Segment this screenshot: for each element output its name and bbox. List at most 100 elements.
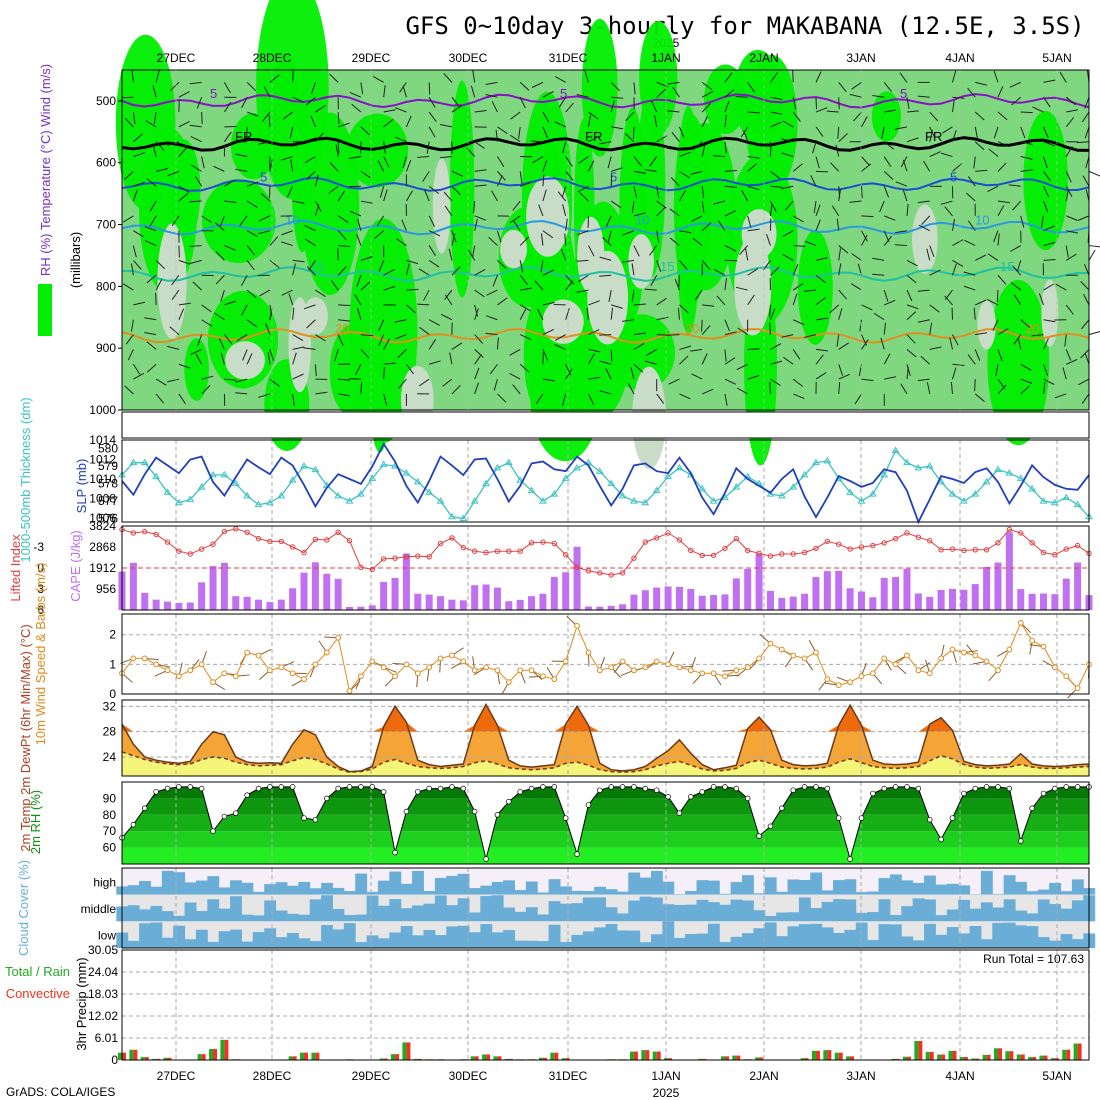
wind-barb <box>997 274 1007 285</box>
wind-barb <box>631 263 635 276</box>
wind-barb <box>815 372 827 380</box>
wind-barb <box>599 141 612 145</box>
rh2m-point <box>1006 785 1013 792</box>
wind10-point <box>778 646 785 653</box>
rh2m-point <box>506 798 512 805</box>
rh2m-band <box>122 786 1089 799</box>
rh2m-point <box>1052 785 1058 792</box>
wind-barb <box>133 181 145 187</box>
day-label-bottom: 29DEC <box>352 1069 391 1083</box>
wind-barb <box>1010 282 1022 291</box>
precip-conv-bar <box>156 1058 161 1060</box>
wind-barb <box>804 240 817 247</box>
wind-barb <box>815 348 828 352</box>
wind-barb <box>224 179 235 187</box>
wind-barb <box>287 186 294 198</box>
wind-barb <box>923 160 931 172</box>
cloud-cell <box>1037 889 1050 895</box>
cloud-cell <box>173 915 186 922</box>
lifted-index-point <box>927 538 933 544</box>
wind-barb <box>167 141 180 146</box>
wind-barb <box>439 156 452 159</box>
cape-bar <box>732 578 740 610</box>
rh2m-point <box>392 849 398 856</box>
rh2m-point <box>835 815 842 821</box>
wind-barb <box>121 96 134 99</box>
wind-barb <box>155 70 160 83</box>
wind-barb <box>792 264 799 276</box>
wind-barb <box>377 160 385 172</box>
cloud-cell <box>616 891 629 895</box>
cloud-cell <box>537 941 550 948</box>
day-label-top: 1JAN <box>651 51 680 65</box>
cloud-cell <box>878 899 891 922</box>
rh2m-point <box>881 785 887 792</box>
cloud-cell <box>127 940 140 948</box>
wind-barb <box>902 189 908 202</box>
cloud-cell <box>480 885 493 895</box>
wind-barb <box>561 186 567 198</box>
wind-barb <box>315 104 326 113</box>
cloud-cell <box>150 905 163 922</box>
wind-barb <box>474 382 479 395</box>
wind-barb <box>395 136 407 143</box>
wind-barb <box>125 334 134 345</box>
wind-barb <box>1043 378 1055 385</box>
wind-barb <box>360 349 370 359</box>
cloud-cell <box>400 926 413 948</box>
wind-barb <box>131 70 134 83</box>
wind-barb <box>133 230 144 238</box>
pressure-tick: 700 <box>96 218 116 232</box>
cloud-cell <box>275 910 288 922</box>
wind-barb <box>122 283 134 291</box>
wind-barb <box>167 170 180 177</box>
precip-total-bar <box>1039 1055 1044 1060</box>
cloud-cell <box>833 932 845 948</box>
wind-barb <box>1032 106 1044 113</box>
wind-barb <box>201 375 214 380</box>
rh-dry-area <box>500 229 528 269</box>
cloud-row-label: low <box>98 929 116 943</box>
wind10-point <box>505 679 512 686</box>
cloud-cell <box>184 882 197 895</box>
wind-barb <box>306 319 316 329</box>
wind-barb <box>328 185 339 194</box>
cloud-cell <box>571 903 584 922</box>
wind10-point <box>471 667 478 674</box>
wind-barb <box>418 268 430 276</box>
wind-barb <box>1043 126 1049 139</box>
cloud-cell <box>605 924 618 948</box>
wind-barb <box>815 204 821 217</box>
cloud-cell <box>844 899 857 922</box>
lifted-index-point <box>289 544 296 550</box>
thickness-point <box>311 465 320 473</box>
cloud-cell <box>764 915 777 922</box>
wind-barb <box>379 186 385 198</box>
wind10-point <box>312 661 319 668</box>
wind-barb <box>884 215 896 221</box>
rh2m-point <box>813 784 819 790</box>
wind-barb <box>810 175 817 187</box>
wind-barb <box>405 160 412 172</box>
wind-barb <box>831 205 840 217</box>
wind-barb <box>429 360 441 365</box>
wind10-point <box>323 649 330 656</box>
cape-axis-label: CAPE (J/kg) <box>68 530 83 602</box>
rh2m-point <box>756 833 762 839</box>
wind10-point <box>858 673 865 680</box>
lifted-index-point <box>369 566 375 573</box>
wind-barb <box>815 274 826 283</box>
wind-barb <box>239 215 248 226</box>
wind-barb <box>906 289 913 302</box>
wind-barb <box>155 141 165 151</box>
cape-bar <box>801 593 809 610</box>
wind-barb <box>213 165 225 172</box>
wind-barb <box>402 156 407 169</box>
wind10-point <box>676 664 683 671</box>
wind-barb <box>975 81 988 86</box>
wind-barb <box>246 181 259 187</box>
wind-barb <box>747 348 760 350</box>
cloud-cell <box>503 880 515 895</box>
cloud-cell <box>537 892 550 895</box>
wind-barb <box>792 97 797 110</box>
